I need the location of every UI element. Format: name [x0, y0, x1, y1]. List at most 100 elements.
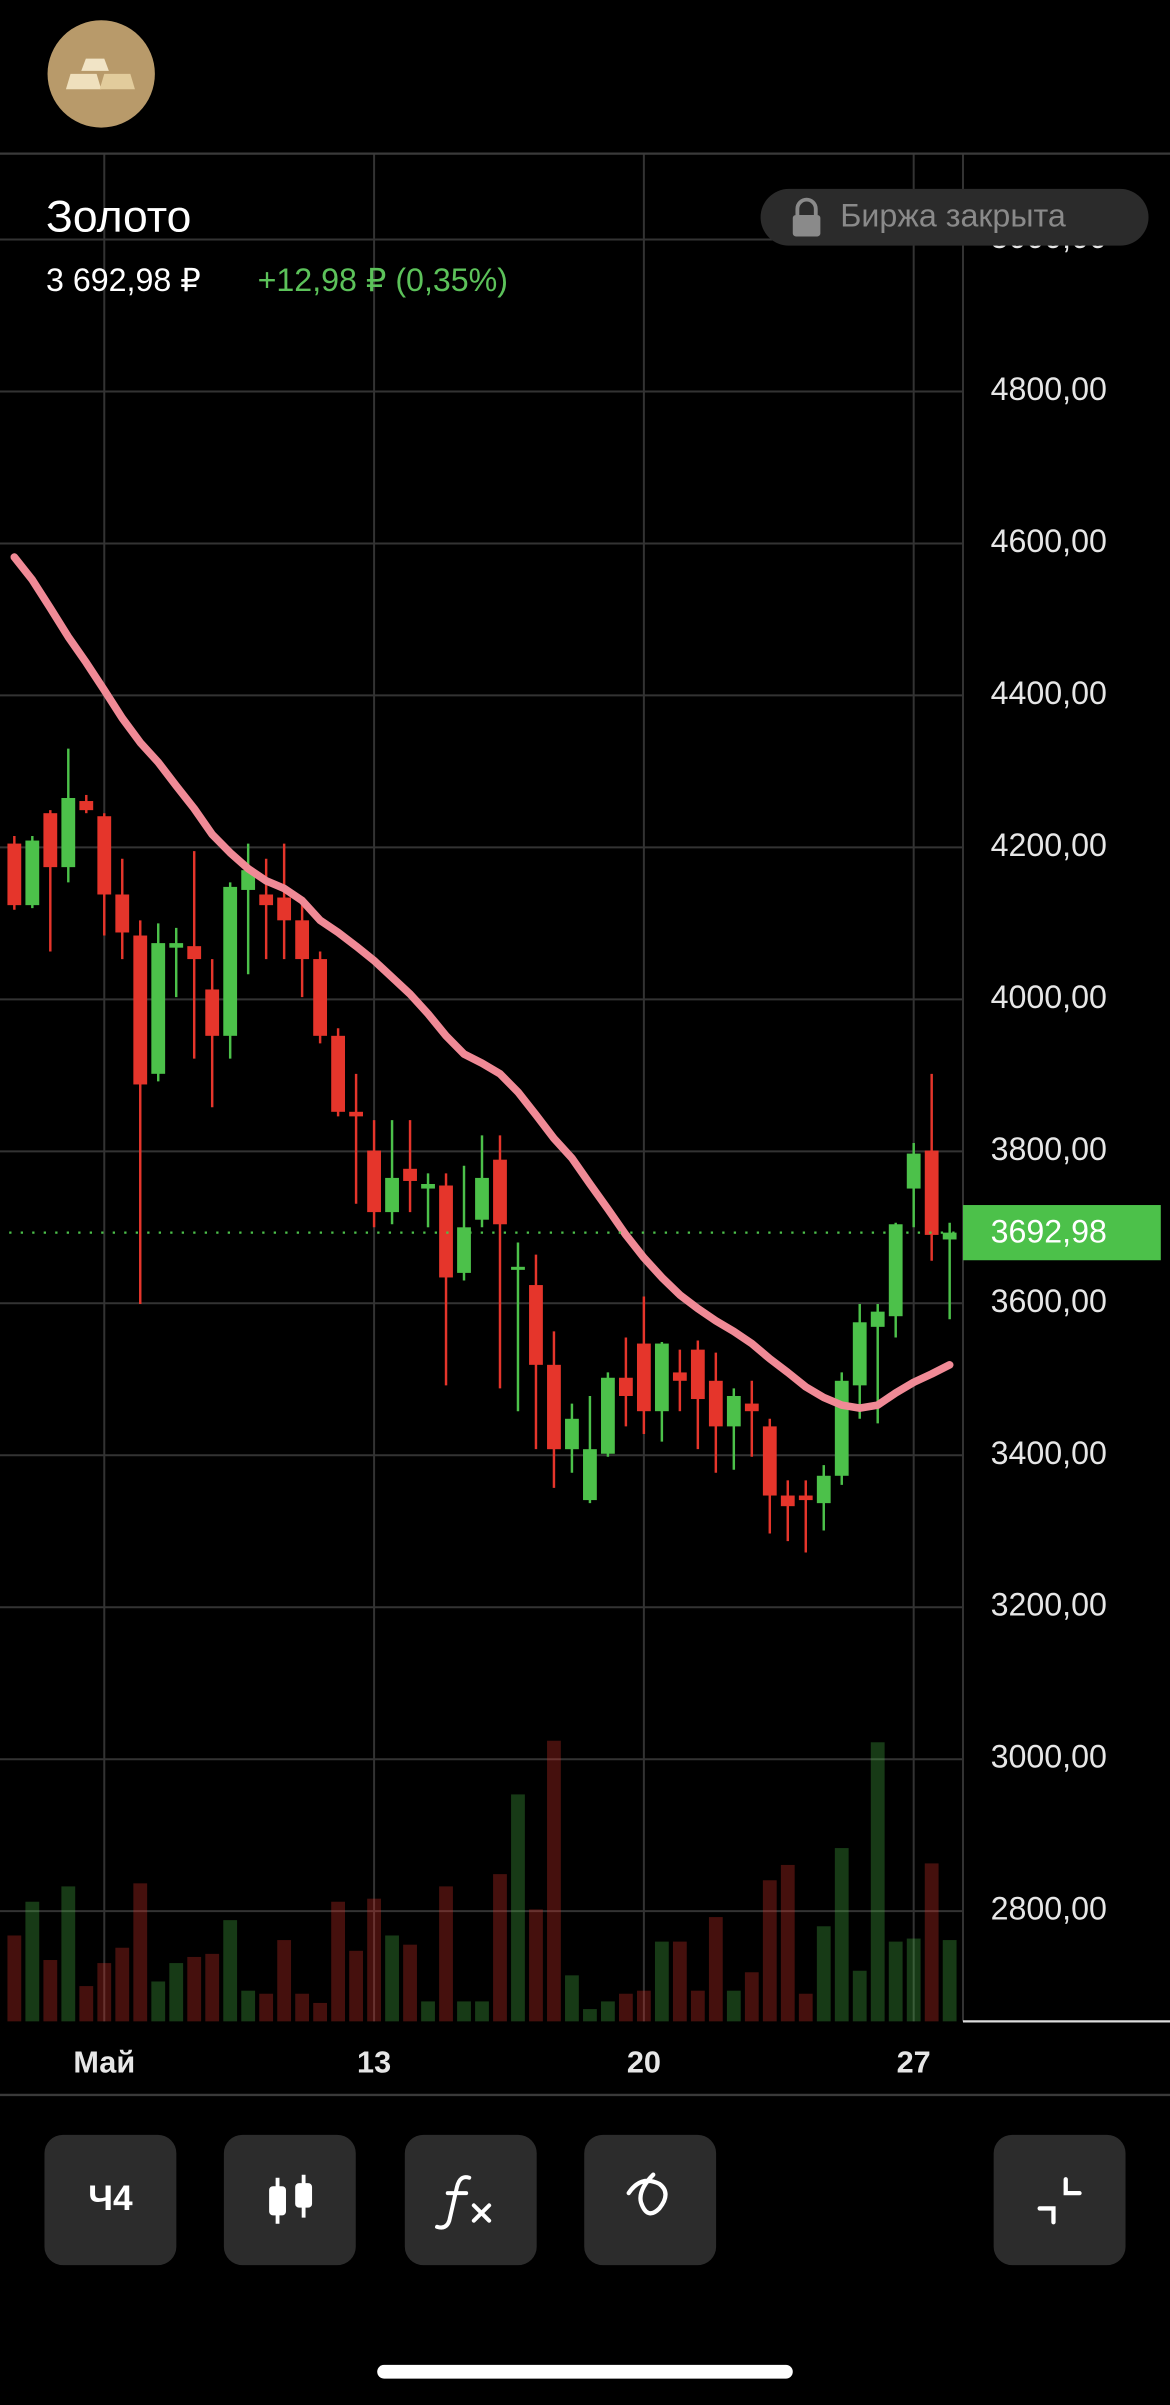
y-tick-label: 4800,00 [991, 371, 1107, 407]
volume-bar [654, 1941, 669, 2022]
candle-body [493, 1159, 507, 1225]
volume-bar [7, 1935, 22, 2022]
overlay: Золото 3 692,98 ₽ +12,98 ₽ (0,35%) Биржа… [0, 20, 1170, 2379]
candle-body [277, 897, 292, 921]
volume-bar [547, 1740, 561, 2022]
volume-bar [367, 1898, 381, 2022]
candle-body [834, 1380, 849, 1476]
volume-bar [61, 1886, 76, 2022]
volume-bar [708, 1917, 723, 2022]
candle-body [223, 886, 238, 1036]
volume-bar [511, 1794, 525, 2022]
x-tick-label: 20 [627, 2045, 661, 2079]
volume-bar [295, 1993, 310, 2022]
y-tick-label: 3600,00 [991, 1283, 1107, 1319]
candle-body [331, 1035, 346, 1112]
candle-body [690, 1349, 705, 1400]
volume-bar [97, 1963, 112, 2022]
volume-bar [79, 1986, 94, 2022]
volume-bar [888, 1941, 903, 2022]
volume-bar [690, 1990, 705, 2022]
candle-body [547, 1364, 561, 1450]
volume-bar [205, 1953, 220, 2022]
candle-body [385, 1177, 399, 1213]
y-tick-label: 3800,00 [991, 1131, 1107, 1167]
volume-bar [25, 1901, 40, 2022]
collapse-icon [1037, 2177, 1082, 2225]
candle-body [25, 840, 40, 906]
interval-button[interactable] [44, 2134, 177, 2266]
candle-body [780, 1495, 795, 1507]
candle-body [529, 1285, 543, 1365]
candle-body [618, 1377, 633, 1396]
candle-body [133, 935, 148, 1085]
candle-body [79, 801, 94, 811]
lock-icon [792, 214, 821, 237]
volume-bar [565, 1975, 579, 2022]
candle-body [61, 797, 76, 868]
candle-body [7, 843, 22, 906]
volume-bar [618, 1993, 633, 2022]
candle-body [726, 1395, 741, 1427]
candle-body [744, 1403, 759, 1412]
asset-title: Золото [46, 192, 191, 241]
candle-body [888, 1224, 903, 1317]
volume-bar [223, 1920, 238, 2022]
volume-bar [906, 1938, 921, 2022]
volume-bar [870, 1742, 885, 2022]
y-tick-label: 4600,00 [991, 523, 1107, 559]
volume-bar [852, 1970, 867, 2022]
y-tick-label: 3000,00 [991, 1739, 1107, 1775]
status-badge [760, 188, 1149, 246]
drawing-icon [626, 2172, 668, 2216]
chart-type-button[interactable] [223, 2134, 356, 2266]
candle-body [852, 1322, 867, 1386]
y-tick-label: 4000,00 [991, 979, 1107, 1015]
candle-body [457, 1227, 471, 1273]
candle-body [439, 1185, 453, 1278]
volume-bar [277, 1940, 292, 2022]
candle-body [942, 1232, 957, 1240]
volume-bar [115, 1947, 130, 2022]
candle-body [511, 1266, 525, 1270]
collapse-button[interactable] [993, 2134, 1126, 2266]
volume-bar [475, 2001, 489, 2022]
x-tick-label: Май [73, 2045, 135, 2079]
volume-bar [439, 1886, 453, 2022]
y-tick-label: 3400,00 [991, 1435, 1107, 1471]
candle-body [187, 946, 202, 960]
candle-body [367, 1150, 381, 1213]
volume-bar [421, 2001, 435, 2022]
last-price-tag [962, 1205, 1161, 1261]
volume-bar [313, 2002, 328, 2022]
volume-bar [187, 1956, 202, 2022]
candle-body [798, 1495, 813, 1501]
candle-body [654, 1343, 669, 1412]
volume-bar [385, 1935, 399, 2022]
volume-bar [349, 1950, 363, 2022]
volume-bar [780, 1864, 795, 2022]
volume-bar [816, 1926, 831, 2022]
volume-bar [636, 1990, 651, 2022]
volume-bar [601, 2001, 615, 2022]
candle-body [313, 959, 328, 1036]
candle-body [762, 1426, 777, 1496]
indicators-button[interactable] [404, 2134, 537, 2266]
volume-bar [583, 2009, 597, 2022]
candle-body [708, 1380, 723, 1427]
volume-bar [133, 1883, 148, 2022]
volume-bar [529, 1909, 543, 2022]
volume-bar [834, 1848, 849, 2022]
volume-bar [151, 1981, 166, 2022]
asset-logo [47, 20, 155, 128]
logo-bar [81, 58, 109, 71]
drawing-button[interactable] [584, 2134, 717, 2266]
candle-body [475, 1177, 489, 1220]
volume-bar [493, 1874, 507, 2022]
volume-bar [43, 1960, 58, 2022]
home-indicator [377, 2364, 793, 2379]
fx-icon [435, 2175, 492, 2230]
candle-body [43, 813, 58, 868]
volume-bar [169, 1963, 184, 2022]
candle-body [565, 1418, 579, 1450]
